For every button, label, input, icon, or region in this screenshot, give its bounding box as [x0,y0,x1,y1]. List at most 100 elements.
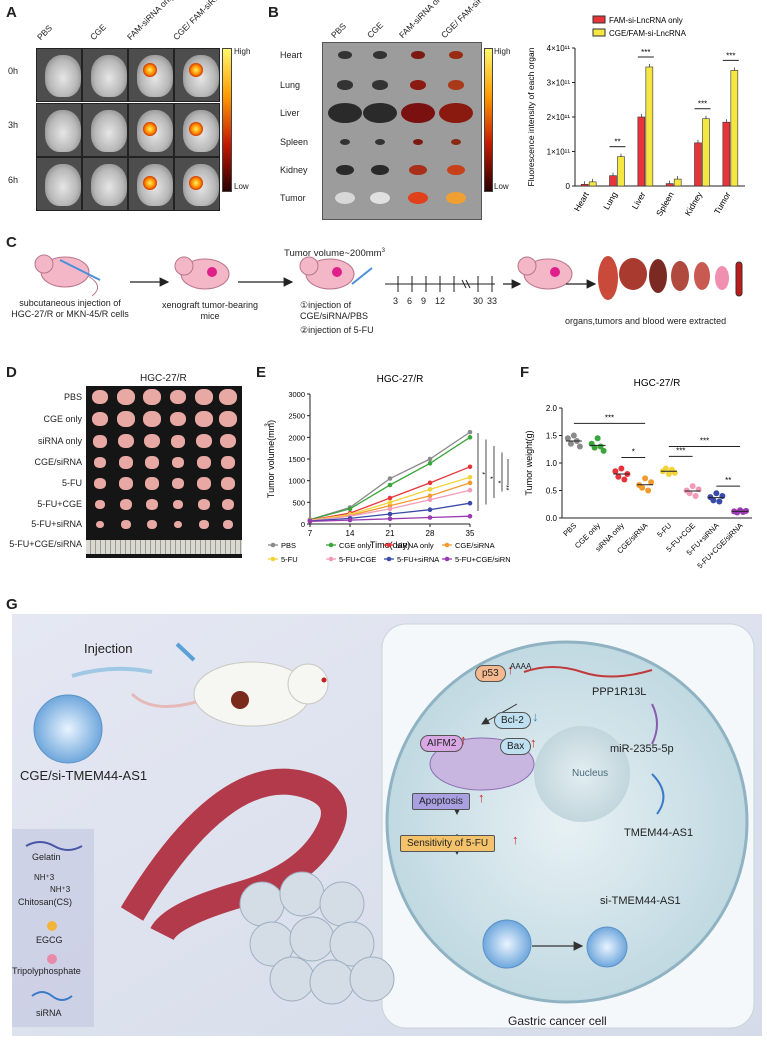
panel-letter-c: C [6,234,17,251]
weight-2-point-2 [618,465,625,472]
legend-label-4: 5-FU [281,555,298,564]
chart-e-xtick-label: 35 [466,529,475,538]
timeline-day-6: 6 [407,296,413,306]
timeline-day-3: 3 [393,296,399,306]
panel-a-cell-1-1 [82,103,128,157]
sig-stars: ** [502,485,509,491]
panel-a-col-pbs: PBS [34,22,55,42]
timeline-day-12: 12 [435,296,446,306]
series-7-point-3 [427,515,433,520]
panel-a-cell-2-3 [174,157,220,211]
tumor-2-3 [171,435,185,448]
tumor-4-3 [172,478,184,489]
panel-a-cell-1-0 [36,103,82,157]
sig-stars: *** [676,446,685,455]
panel-b-row-tumor: Tumor [280,193,306,203]
syringe-icon [175,642,196,662]
weight-1-point-4 [600,447,607,454]
series-1-point-2 [387,482,393,488]
mir-label: miR-2355-5p [610,743,674,755]
legend-label-7: 5-FU+CGE/siRNA [455,555,510,564]
tumor-2-4 [196,434,212,449]
workflow-step-3-title: Tumor volume~200mm3 [284,248,385,260]
fluorescence-signal [189,122,203,136]
panel-a-colorbar [222,48,232,192]
organ-heart-0 [338,50,352,60]
weight-2-point-0 [612,468,619,475]
panel-a-cell-0-2 [128,48,174,102]
chart-b-ytick-label: 0 [566,182,571,191]
chart-b-xtick-liver: Liver [630,190,648,211]
workflow-step-4: organs,tumors and blood were extracted [565,316,727,326]
tumor-6-3 [174,521,182,529]
chart-f-ylabel: Tumor weight(g) [524,430,534,495]
bar-kidney-1 [702,118,710,187]
tumor-5-4 [198,499,210,510]
tumor-0-4 [195,389,213,406]
legend-label-2: siRNA only [397,541,434,550]
cell-label: Gastric cancer cell [508,1014,607,1028]
legend-label-6: 5-FU+siRNA [397,555,439,564]
injection-arrow [71,666,153,678]
panel-a-scale-high: High [234,47,251,56]
legend-marker-0 [270,542,276,548]
mirna-strand [651,703,658,745]
legend-nh3-b: NH⁺3 [50,885,71,894]
chart-b-xtick-lung: Lung [601,190,619,212]
panel-a-cell-2-0 [36,157,82,211]
weight-6-point-2 [713,490,720,497]
organ-tumor-0 [335,192,355,204]
timeline-day-33: 33 [487,296,498,306]
panel-b-row-kidney: Kidney [280,165,308,175]
bar-spleen-0 [665,183,674,187]
panel-a-scale-low: Low [234,182,249,191]
organ-lung-3 [448,80,464,90]
bar-liver-0 [637,116,646,187]
tumor-0-0 [92,390,108,405]
legend-swatch-0 [592,15,606,24]
fluorescence-signal [189,63,203,77]
panel-letter-f: F [520,364,530,381]
organ-spleen-1 [375,139,385,145]
legend-marker-4 [270,556,276,562]
sig-stars: * [494,481,501,484]
mouse-image [45,164,81,206]
chart-e-ylabel-sup: 3 [265,423,271,427]
legend-marker-7 [444,556,450,562]
chart-f-ytick-label: 2.0 [546,404,558,413]
series-4-point-4 [467,474,473,480]
legend-marker-6 [386,556,392,562]
workflow-step-2: xenograft tumor-bearing mice [161,300,259,321]
sig-stars: ** [508,489,510,495]
tmem-label: TMEM44-AS1 [624,827,694,839]
tumor-5-5 [222,499,234,510]
sensitivity-up-icon: ↑ [512,832,519,847]
bar-lung-1 [617,156,625,187]
workflow-step-1: subcutaneous injection of HGC-27/R or MK… [11,298,129,319]
organ-lung-0 [337,80,353,90]
legend-marker-1 [328,542,334,548]
sig-stars: ** [725,476,731,485]
panel-b-row-heart: Heart [280,50,303,60]
legend-tripolyphosphate: Tripolyphosphate [12,966,81,976]
tumor-6-0 [96,521,104,529]
weight-7-point-4 [743,507,750,514]
series-0-point-4 [467,429,473,435]
fluorescence-signal [189,176,203,190]
mouse-image [45,110,81,152]
tumor-5-3 [173,500,183,509]
chart-e-ylabel: Tumor volume(mm) [266,420,276,498]
panel-d-row-2: siRNA only [37,436,82,446]
series-6-point-4 [467,500,473,506]
chart-b-xtick-heart: Heart [572,189,591,213]
organs-icon [598,256,743,300]
bar-liver-1 [645,66,654,187]
nucleus-label: Nucleus [572,768,609,779]
chart-e-xtick-label: 14 [346,529,355,538]
mouse-4-icon [517,256,573,290]
weight-0-point-0 [564,435,571,442]
weight-5-point-2 [689,483,696,490]
panel-a-col-fam-sirna: FAM-siRNA only [124,0,176,42]
weight-3-point-3 [645,487,652,494]
organ-kidney-0 [336,164,354,176]
